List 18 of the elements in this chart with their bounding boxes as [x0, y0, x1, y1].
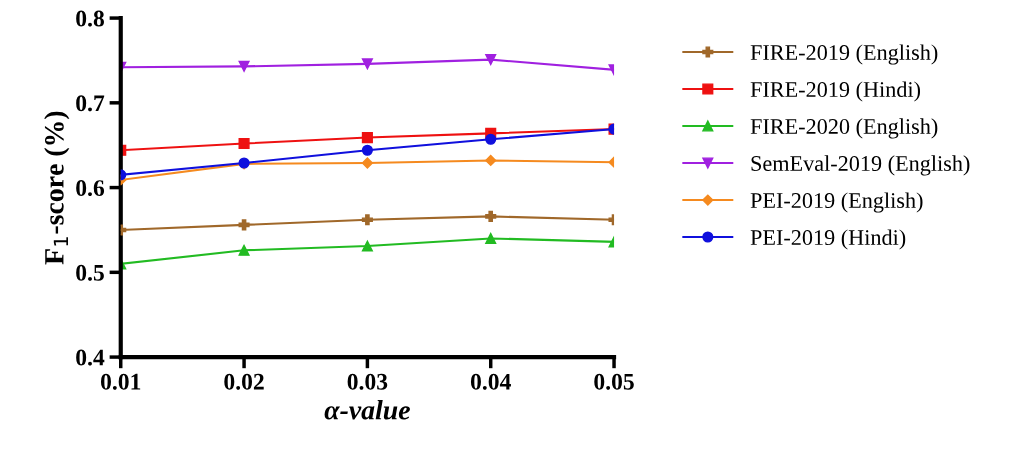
legend-label: FIRE-2019 (English) [750, 44, 938, 65]
x-tick-label: 0.03 [347, 373, 388, 390]
legend-label: FIRE-2020 (English) [750, 118, 938, 139]
y-tick-label: 0.4 [76, 349, 105, 366]
y-tick-label: 0.7 [76, 95, 105, 112]
x-tick-label: 0.01 [100, 373, 141, 390]
legend-label: PEI-2019 (English) [750, 192, 923, 213]
legend-label: SemEval-2019 (English) [751, 155, 970, 176]
y-tick-label: 0.8 [76, 10, 104, 27]
x-tick-label: 0.05 [594, 373, 634, 390]
y-tick-label: 0.5 [76, 264, 104, 281]
y-axis-title: F$_{1}$-score (%) [44, 111, 70, 265]
y-tick-label: 0.6 [76, 180, 105, 197]
legend-label: PEI-2019 (Hindi) [750, 229, 906, 250]
x-axis-title: α-value [324, 400, 410, 420]
x-tick-label: 0.02 [224, 373, 264, 390]
x-tick-label: 0.04 [470, 373, 511, 390]
legend-label: FIRE-2019 (Hindi) [750, 81, 921, 102]
